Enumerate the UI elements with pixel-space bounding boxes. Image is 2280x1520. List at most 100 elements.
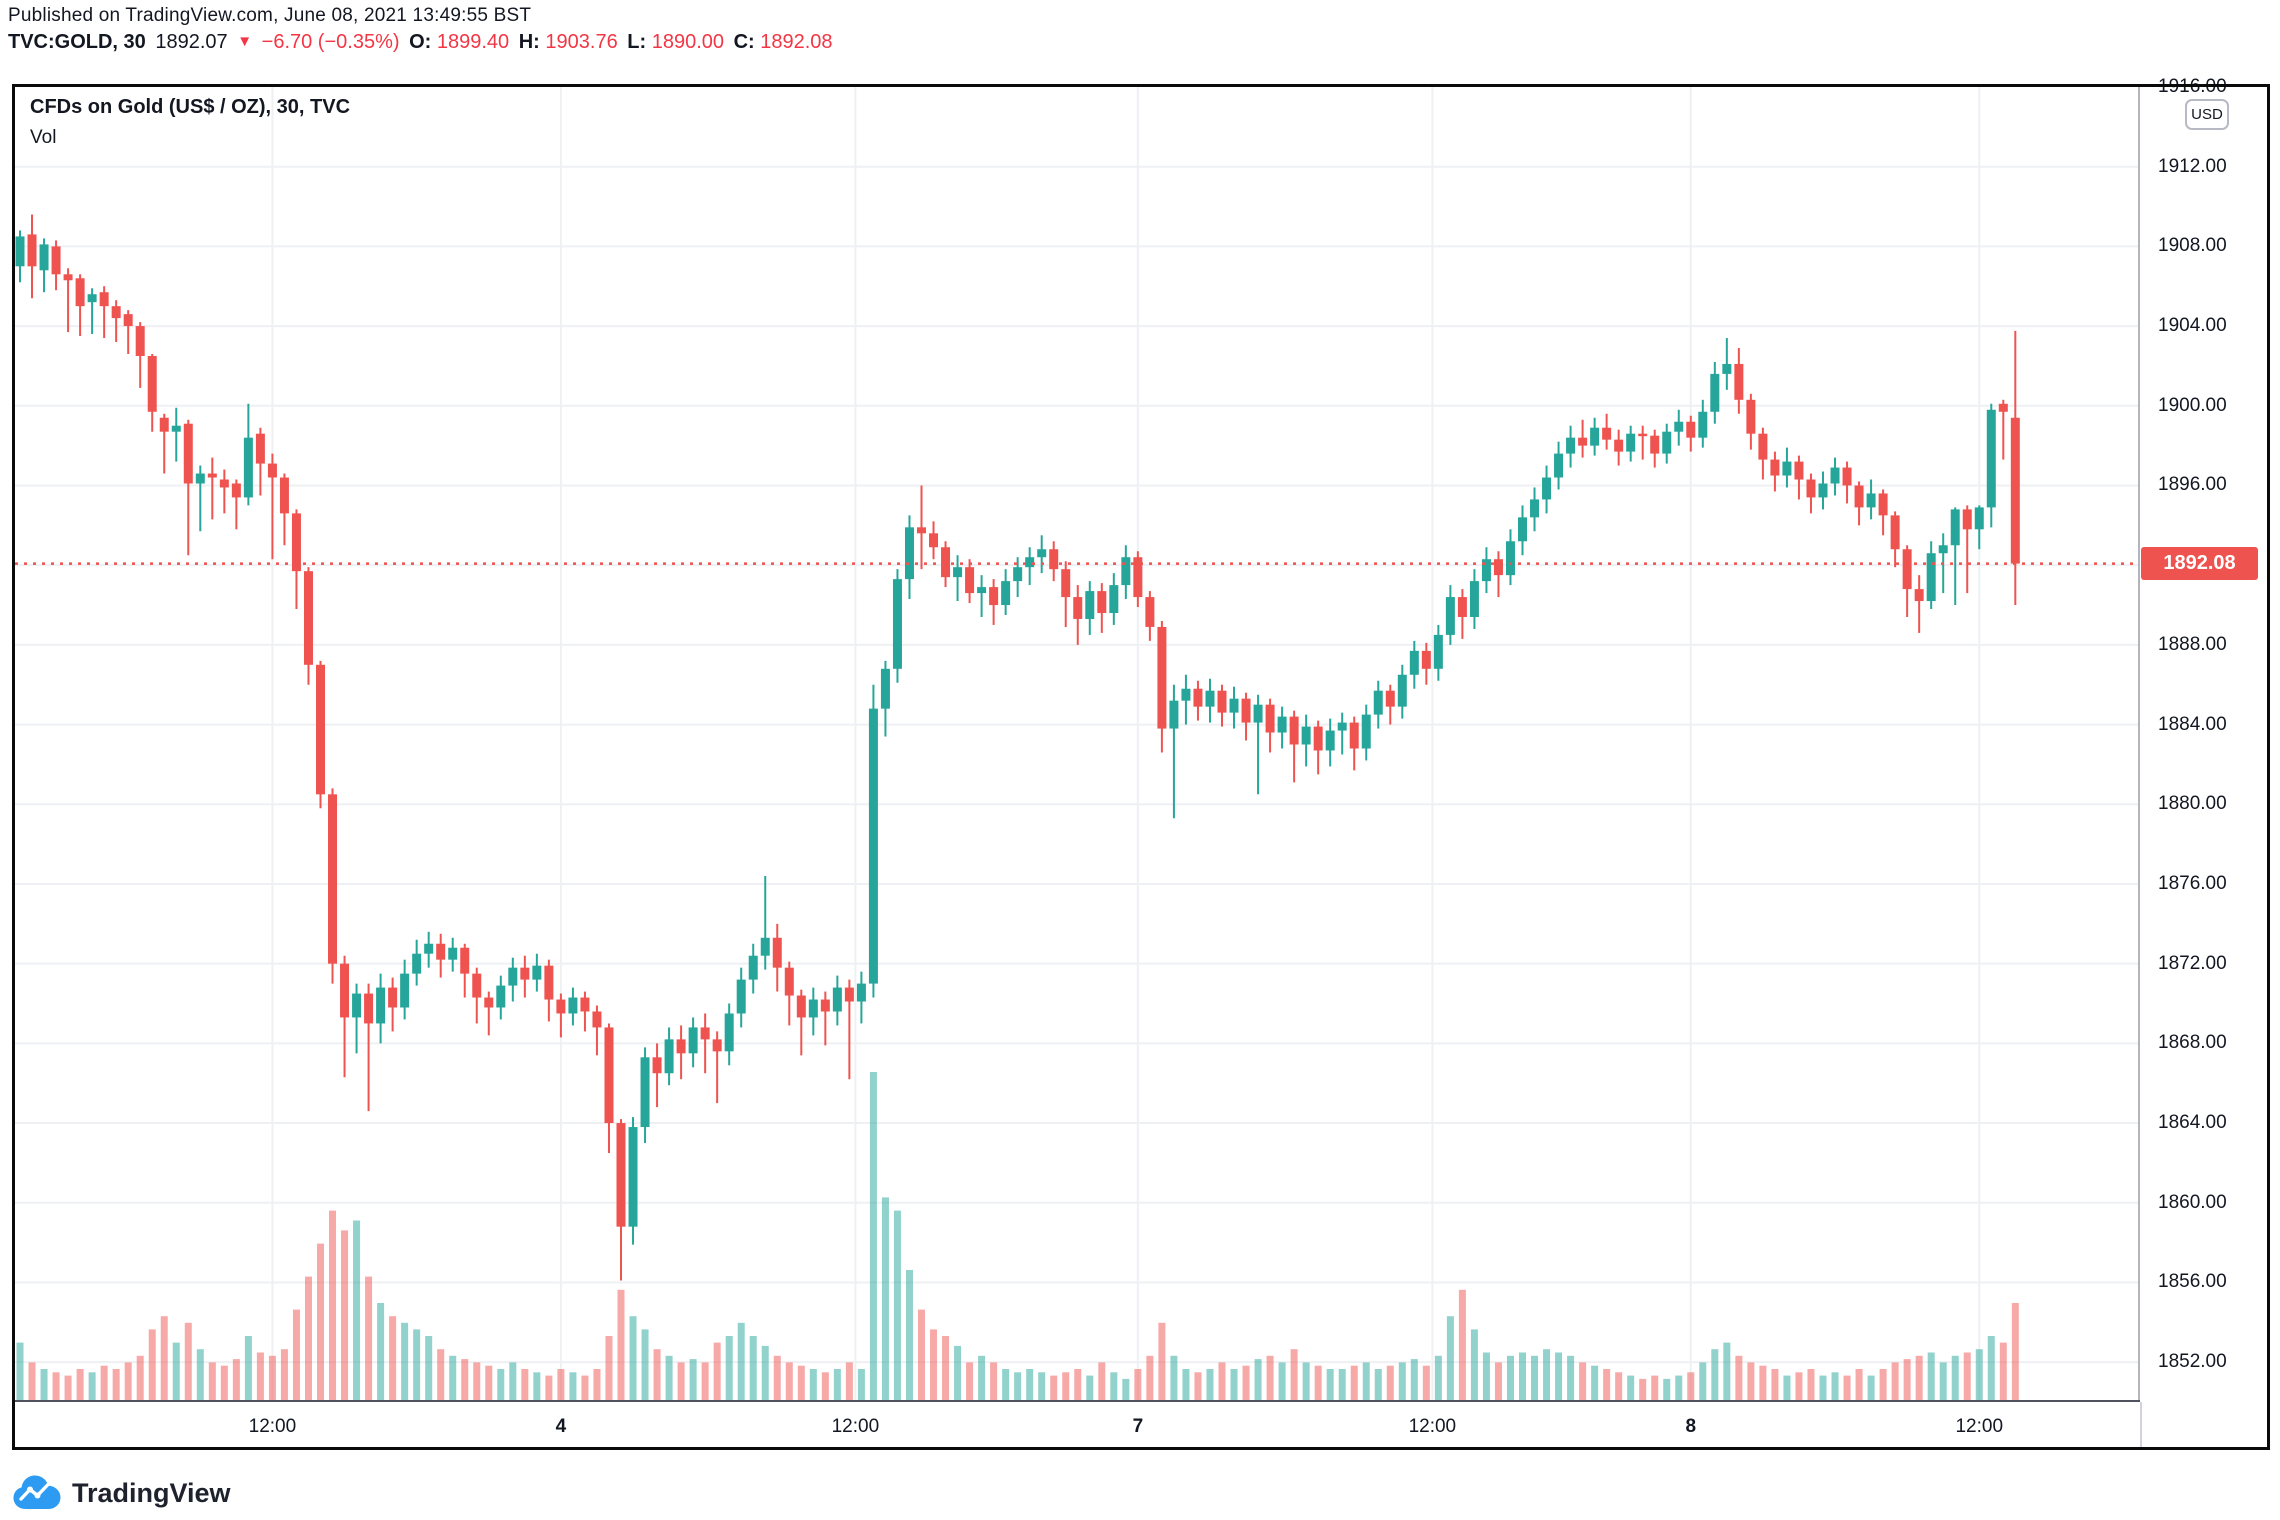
price-axis-label: 1876.00 [2158, 872, 2227, 894]
candle-body [1650, 435, 1660, 454]
price-axis[interactable]: 1916.00 1912.00 1908.00 1904.00 1900.00 1896.… [2142, 76, 2268, 1402]
candle-body [808, 999, 818, 1018]
candle-body [1373, 690, 1383, 715]
volume-bar [1134, 1369, 1142, 1402]
volume-bar [1879, 1369, 1887, 1402]
candle-body [1938, 545, 1948, 554]
price-axis-label: 1912.00 [2158, 155, 2227, 177]
price-axis-label: 1908.00 [2158, 235, 2227, 257]
candle-body [1818, 483, 1828, 498]
volume-bar [1434, 1355, 1442, 1402]
candle-body [1277, 716, 1287, 733]
volume-bar [966, 1362, 974, 1402]
candle-body [1578, 437, 1588, 446]
volume-bar [76, 1369, 84, 1402]
candle-body [1445, 597, 1455, 635]
candle-body [243, 437, 253, 498]
candle-body [291, 513, 301, 572]
price-axis-label: 1900.00 [2158, 394, 2227, 416]
volume-bar [1266, 1355, 1274, 1402]
price-axis-label: 1916.00 [2158, 76, 2227, 97]
candle-body [1746, 399, 1756, 434]
volume-bar [1326, 1369, 1334, 1402]
candle-body [892, 579, 902, 669]
candle-body [772, 937, 782, 968]
volume-bar [304, 1276, 312, 1402]
volume-bar [317, 1243, 324, 1402]
candle-body [796, 995, 806, 1018]
time-axis-label: 12:00 [248, 1416, 297, 1437]
time-axis[interactable]: 12:00 4 12:00 7 12:00 8 12:00 [12, 1402, 2140, 1448]
volume-bar [1627, 1375, 1635, 1402]
candle-body [51, 246, 61, 275]
candle-body [1289, 716, 1299, 745]
candle-body [460, 947, 470, 974]
time-axis-label: 7 [1132, 1416, 1144, 1437]
volume-bar [1675, 1375, 1683, 1402]
legend-symbol-title[interactable]: CFDs on Gold (US$ / OZ), 30, TVC [30, 96, 351, 118]
candle-body [508, 967, 518, 986]
volume-bar [1867, 1375, 1875, 1402]
volume-bar [1410, 1359, 1418, 1402]
tradingview-logo[interactable]: TradingView [12, 1470, 231, 1516]
volume-bar [930, 1329, 938, 1402]
candle-body [556, 999, 566, 1014]
volume-bar [1903, 1359, 1911, 1402]
candle-body [1866, 493, 1876, 508]
candle-body [99, 292, 109, 307]
volume-bar [449, 1355, 457, 1402]
volume-bar [1807, 1369, 1815, 1402]
volume-bar [1795, 1372, 1803, 1402]
candle-body [1265, 704, 1275, 733]
volume-bar [1651, 1375, 1659, 1402]
volume-bar [232, 1359, 240, 1402]
volume-bar [1603, 1369, 1611, 1402]
volume-bar [160, 1316, 168, 1402]
candle-body [784, 967, 794, 996]
candle-body [977, 587, 987, 594]
currency-badge: USD [2185, 99, 2229, 130]
volume-bar [1062, 1372, 1070, 1402]
volume-bar [1374, 1369, 1382, 1402]
candle-body [171, 425, 181, 432]
volume-bar [341, 1230, 349, 1402]
volume-bar [1579, 1362, 1587, 1402]
open-value: 1899.40 [436, 31, 510, 53]
candle-body [1397, 674, 1407, 707]
volume-bar [773, 1355, 781, 1402]
candle-body [1109, 585, 1119, 613]
volume-bar [1002, 1369, 1010, 1402]
volume-bar [244, 1336, 252, 1402]
candle-body [1614, 439, 1624, 452]
candle-body [1421, 650, 1431, 669]
candle-body [1073, 597, 1083, 619]
volume-bar [365, 1276, 373, 1402]
candle-body [1493, 559, 1503, 576]
change-value: −6.70 (−0.35%) [261, 31, 400, 53]
volume-bar [425, 1336, 433, 1402]
candle-body [688, 1027, 698, 1054]
candle-body [1554, 453, 1564, 478]
candle-body [736, 979, 746, 1014]
candle-body [1914, 589, 1924, 602]
volume-bar [88, 1372, 96, 1402]
candle-body [1337, 722, 1347, 731]
volume-bar [1242, 1365, 1250, 1402]
volume-bar [1783, 1375, 1791, 1402]
candle-body [832, 987, 842, 1012]
candle-body [760, 937, 770, 956]
volume-bar [809, 1369, 817, 1402]
legend-volume-indicator[interactable]: Vol [30, 127, 57, 148]
candle-body [844, 987, 854, 1002]
volume-bar [268, 1355, 276, 1402]
volume-bar [1146, 1355, 1154, 1402]
volume-bar [461, 1359, 469, 1402]
candle-body [929, 533, 939, 548]
symbol-status-line: TVC:GOLD, 30 1892.07 ▼ −6.70 (−0.35%) O:… [8, 31, 837, 54]
candle-body [1457, 597, 1467, 617]
volume-bar [1711, 1349, 1719, 1402]
volume-bar [1843, 1375, 1851, 1402]
candle-body [1361, 714, 1371, 749]
candle-body [664, 1039, 674, 1074]
candlestick-chart-pane[interactable] [15, 87, 2140, 1402]
